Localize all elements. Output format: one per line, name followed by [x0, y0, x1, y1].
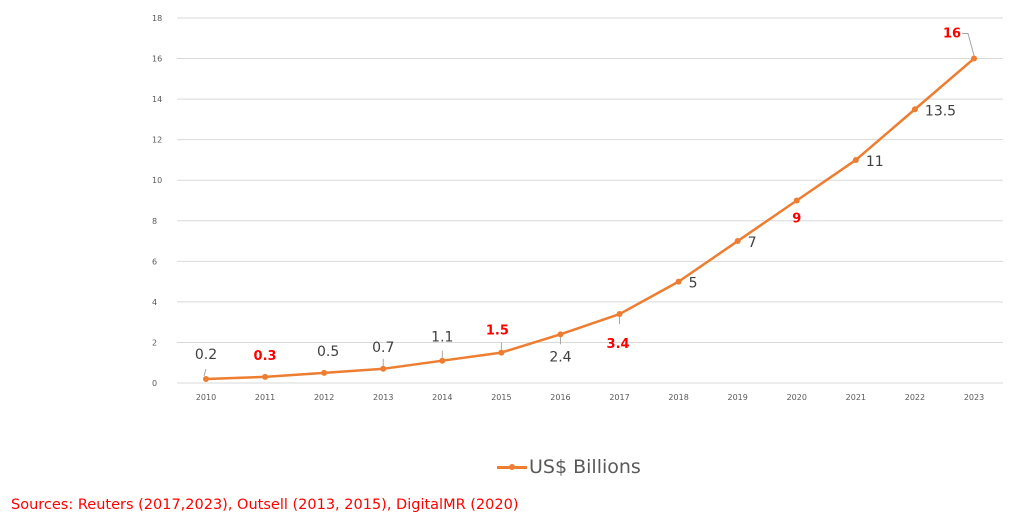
data-point	[793, 197, 800, 204]
leader-line	[203, 368, 207, 377]
data-label: 1.1	[431, 330, 453, 346]
x-tick-label: 2019	[728, 393, 748, 402]
data-label: 1.5	[486, 324, 509, 339]
leader-line	[962, 33, 975, 56]
data-label: 13.5	[925, 103, 956, 119]
legend: US$ Billions	[497, 456, 641, 478]
series-us-billions	[203, 55, 977, 382]
x-tick-label: 2018	[668, 393, 688, 402]
legend-label: US$ Billions	[529, 456, 641, 478]
y-tick-label: 18	[152, 14, 162, 23]
x-tick-label: 2022	[905, 393, 925, 402]
data-label: 5	[689, 276, 698, 292]
y-tick-label: 4	[152, 298, 157, 307]
data-label: 11	[866, 154, 884, 170]
data-labels: 0.2 0.3 0.5 0.7 1.1 1.5 2.4 3.4 5 7 9 11 13.5 16	[195, 27, 961, 366]
y-tick-label: 6	[152, 257, 157, 266]
x-tick-label: 2013	[373, 393, 393, 402]
y-tick-label: 10	[152, 176, 162, 185]
x-tick-label: 2021	[846, 393, 866, 402]
data-point	[852, 156, 859, 163]
x-tick-label: 2011	[255, 393, 275, 402]
x-tick-label: 2015	[491, 393, 511, 402]
x-tick-label: 2017	[609, 393, 629, 402]
y-tick-label: 16	[152, 55, 162, 64]
x-tick-label: 2010	[196, 393, 216, 402]
data-point	[262, 373, 269, 380]
data-label: 9	[792, 212, 801, 227]
data-label: 0.5	[317, 344, 339, 360]
data-label: 0.2	[195, 347, 217, 363]
y-tick-label: 14	[152, 95, 162, 104]
label-leader-lines	[203, 33, 975, 377]
y-axis-ticks: 0 2 4 6 8 10 12 14 16 18	[152, 14, 162, 388]
y-tick-label: 12	[152, 136, 162, 145]
data-label: 16	[943, 27, 961, 42]
data-point	[734, 238, 741, 245]
x-axis-ticks: 2010 2011 2012 2013 2014 2015 2016 2017 2018 2019…	[196, 393, 984, 402]
data-point	[321, 369, 328, 376]
x-tick-label: 2012	[314, 393, 334, 402]
data-label: 3.4	[607, 337, 630, 352]
data-label: 7	[748, 235, 757, 251]
data-point	[203, 375, 209, 382]
y-tick-label: 8	[152, 217, 157, 226]
data-point	[439, 357, 446, 364]
data-point	[616, 311, 623, 318]
data-label: 0.3	[254, 349, 277, 364]
data-point	[911, 106, 918, 113]
sources-note: Sources: Reuters (2017,2023), Outsell (2…	[11, 497, 519, 513]
legend-line-marker-icon	[497, 460, 527, 474]
y-tick-label: 0	[152, 379, 157, 388]
x-tick-label: 2016	[550, 393, 570, 402]
x-tick-label: 2014	[432, 393, 452, 402]
data-label: 2.4	[549, 349, 571, 365]
y-tick-label: 2	[152, 338, 157, 347]
data-point	[971, 55, 977, 62]
data-label: 0.7	[372, 340, 394, 356]
data-point	[557, 331, 564, 338]
data-point	[675, 278, 682, 285]
data-point	[498, 349, 505, 356]
data-point	[380, 365, 387, 372]
series-line	[205, 57, 975, 381]
x-tick-label: 2020	[787, 393, 807, 402]
gridlines	[177, 17, 1003, 384]
x-tick-label: 2023	[964, 393, 984, 402]
